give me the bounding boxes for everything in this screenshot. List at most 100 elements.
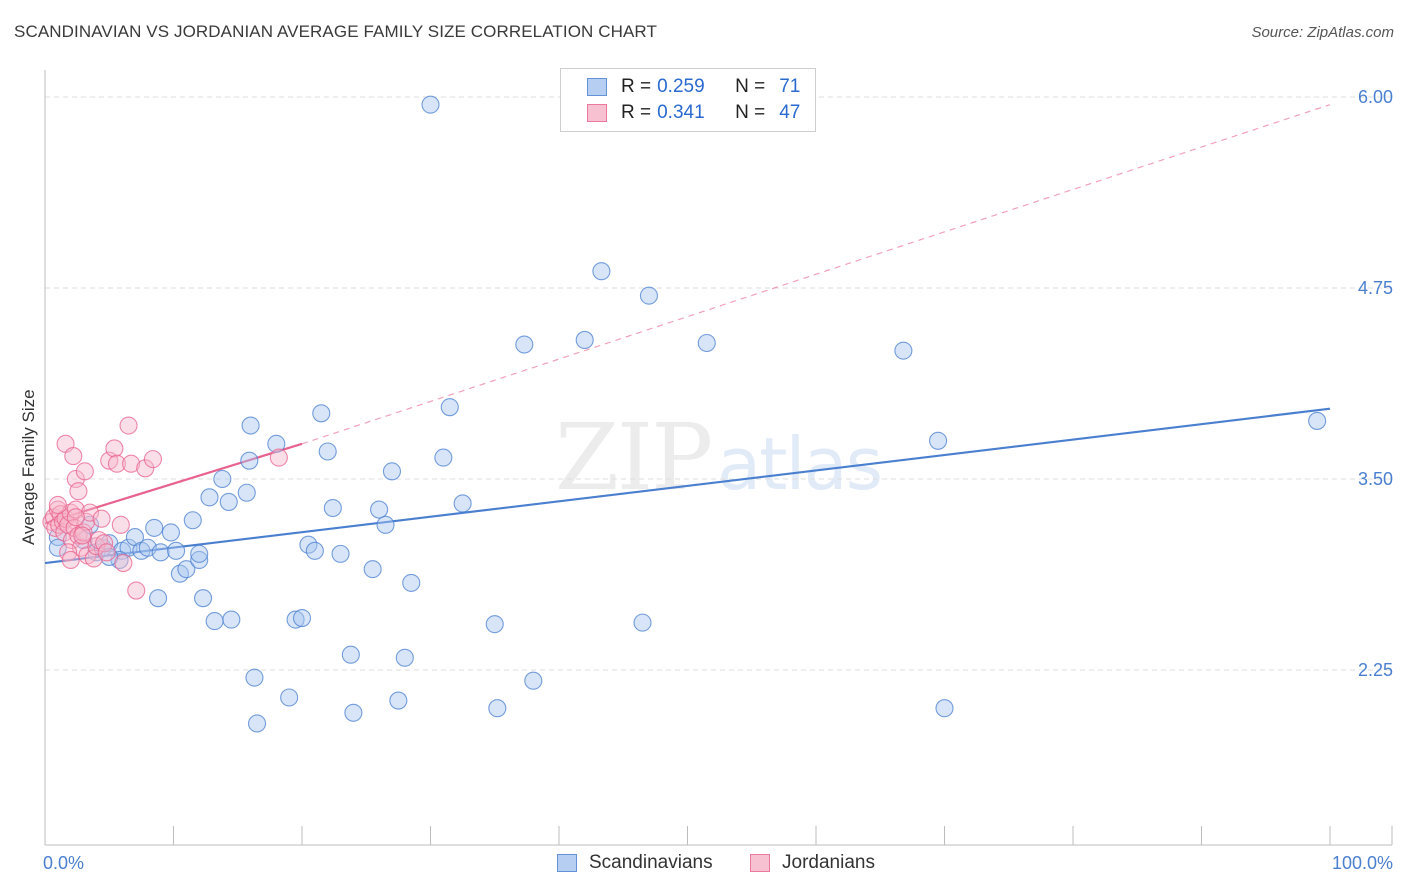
watermark-atlas: atlas <box>717 422 883 506</box>
point-scandinavians <box>200 488 219 507</box>
point-scandinavians <box>935 699 954 718</box>
legend-r-value: 0.341 <box>657 102 705 123</box>
point-scandinavians <box>363 560 382 579</box>
point-jordanians <box>114 553 133 573</box>
point-scandinavians <box>485 615 504 634</box>
y-axis-label: Average Family Size <box>19 389 38 545</box>
legend-r-label: R = <box>621 76 652 97</box>
point-jordanians <box>48 495 67 515</box>
grid-lines <box>45 96 1392 671</box>
point-jordanians <box>64 447 83 466</box>
legend-label-jordanians: Jordanians <box>782 852 875 873</box>
trendline-scandinavians <box>44 407 1331 565</box>
point-scandinavians <box>389 691 408 710</box>
point-scandinavians <box>245 668 264 687</box>
axes <box>44 70 1393 846</box>
point-jordanians <box>105 439 124 458</box>
point-scandinavians <box>48 538 67 557</box>
point-scandinavians <box>222 610 241 629</box>
point-scandinavians <box>331 544 350 563</box>
point-scandinavians <box>149 589 168 608</box>
data-points <box>42 95 1327 733</box>
point-scandinavians <box>286 610 305 629</box>
y-tick-label: 6.00 <box>1358 87 1393 107</box>
point-scandinavians <box>894 341 913 360</box>
legend-n-label: N = <box>735 102 766 123</box>
point-scandinavians <box>177 560 196 579</box>
point-jordanians <box>69 482 88 501</box>
legend-row-scandinavians: R = 0.259 N = 71 <box>587 74 800 100</box>
point-scandinavians <box>237 483 256 502</box>
point-jordanians <box>119 416 138 435</box>
legend-item-jordanians[interactable]: Jordanians <box>750 850 875 876</box>
point-scandinavians <box>151 543 170 562</box>
point-scandinavians <box>488 699 507 718</box>
point-jordanians <box>143 450 162 469</box>
legend-swatch-jordanians <box>750 854 770 872</box>
point-jordanians <box>107 454 127 473</box>
point-jordanians <box>66 500 85 519</box>
point-scandinavians <box>305 541 324 560</box>
point-scandinavians <box>344 703 363 722</box>
point-scandinavians <box>929 431 948 450</box>
point-scandinavians <box>421 95 440 114</box>
point-scandinavians <box>267 434 286 453</box>
point-scandinavians <box>323 498 342 518</box>
trend-lines <box>44 104 1331 565</box>
legend-r-value: 0.259 <box>657 76 705 97</box>
legend-n-value: 47 <box>779 102 801 123</box>
point-scandinavians <box>376 515 395 534</box>
point-scandinavians <box>524 671 543 690</box>
correlation-legend: R = 0.259 N = 71 R = 0.341 N = 47 <box>560 68 816 132</box>
point-scandinavians <box>183 511 202 530</box>
point-scandinavians <box>241 416 260 435</box>
legend-r-label: R = <box>621 102 652 123</box>
point-jordanians <box>127 581 146 600</box>
point-scandinavians <box>161 523 180 542</box>
point-scandinavians <box>575 330 594 350</box>
chart-title: SCANDINAVIAN VS JORDANIAN AVERAGE FAMILY… <box>14 22 657 41</box>
legend-swatch-scandinavians <box>557 854 577 872</box>
x-tick-label: 0.0% <box>43 853 84 873</box>
legend-label-scandinavians: Scandinavians <box>589 852 713 873</box>
point-scandinavians <box>312 404 331 423</box>
trendline-jordanians <box>44 442 303 525</box>
point-scandinavians <box>213 469 232 489</box>
point-scandinavians <box>515 335 534 354</box>
point-scandinavians <box>240 451 259 470</box>
point-jordanians <box>136 459 155 478</box>
point-jordanians <box>97 543 116 562</box>
point-jordanians <box>269 448 288 467</box>
legend-item-scandinavians[interactable]: Scandinavians <box>557 850 713 876</box>
point-jordanians <box>80 503 100 522</box>
point-scandinavians <box>370 500 389 519</box>
x-tick-label: 100.0% <box>1332 853 1393 873</box>
y-tick-label: 3.50 <box>1358 469 1393 489</box>
legend-n-value: 71 <box>779 76 801 97</box>
point-scandinavians <box>639 286 659 305</box>
point-scandinavians <box>318 442 337 461</box>
point-scandinavians <box>633 613 652 632</box>
point-scandinavians <box>1308 411 1327 430</box>
point-scandinavians <box>145 518 164 537</box>
point-jordanians <box>74 523 93 542</box>
point-scandinavians <box>170 564 189 583</box>
point-jordanians <box>111 515 130 534</box>
point-scandinavians <box>402 573 421 592</box>
point-scandinavians <box>592 262 611 281</box>
point-scandinavians <box>219 492 238 511</box>
point-scandinavians <box>453 494 472 513</box>
legend-row-jordanians: R = 0.341 N = 47 <box>587 100 800 126</box>
point-scandinavians <box>292 608 312 628</box>
point-scandinavians <box>190 544 209 563</box>
trendline-jordanians-extended <box>301 104 1331 445</box>
point-scandinavians <box>280 688 299 707</box>
point-scandinavians <box>440 398 459 417</box>
point-scandinavians <box>205 612 224 631</box>
point-jordanians <box>77 512 96 531</box>
point-scandinavians <box>247 714 267 733</box>
point-jordanians <box>92 509 111 528</box>
point-scandinavians <box>190 550 209 570</box>
y-tick-label: 2.25 <box>1358 660 1393 680</box>
